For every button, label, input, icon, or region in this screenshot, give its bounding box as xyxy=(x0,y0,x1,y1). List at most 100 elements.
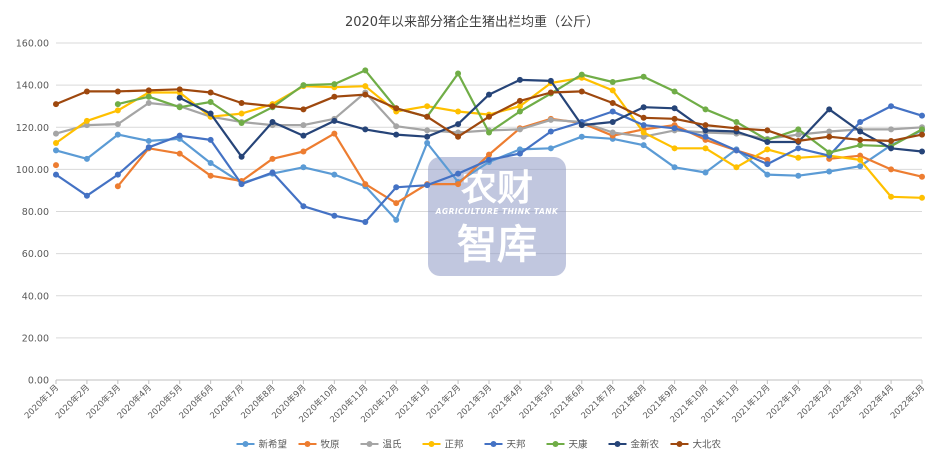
watermark-bottom-text: 智库 xyxy=(457,222,537,268)
legend-swatch-marker xyxy=(366,441,373,447)
data-point xyxy=(331,81,338,88)
data-point xyxy=(145,144,152,151)
data-point xyxy=(826,128,833,135)
data-point xyxy=(424,133,431,140)
data-point xyxy=(53,147,59,154)
data-point xyxy=(702,106,709,113)
data-point xyxy=(547,77,554,84)
data-point xyxy=(702,122,709,129)
legend-swatch-marker xyxy=(490,441,497,447)
data-point xyxy=(362,126,369,133)
data-point xyxy=(424,103,431,110)
data-point xyxy=(176,104,183,111)
data-point xyxy=(83,122,90,129)
data-point xyxy=(424,140,431,147)
data-point xyxy=(362,91,369,98)
data-point xyxy=(733,125,740,132)
data-point xyxy=(486,113,492,120)
data-point xyxy=(671,164,678,171)
data-point xyxy=(145,93,152,100)
data-point xyxy=(300,148,307,155)
data-point xyxy=(826,168,833,175)
data-point xyxy=(640,104,647,111)
data-point xyxy=(640,122,647,129)
series-7 xyxy=(53,86,925,144)
data-point xyxy=(114,107,121,114)
data-point xyxy=(857,152,864,159)
legend-swatch-marker xyxy=(428,441,435,447)
data-point xyxy=(238,110,245,117)
data-point xyxy=(455,108,462,115)
data-point xyxy=(919,148,925,155)
legend: 新希望 牧原 温氏 正邦 天邦 天康 金新农 大北农 xyxy=(236,439,722,451)
legend-label: 温氏 xyxy=(383,440,403,451)
data-point xyxy=(609,118,616,125)
data-point xyxy=(516,103,523,110)
legend-item: 大北农 xyxy=(670,439,722,451)
data-point xyxy=(795,145,802,152)
data-point xyxy=(671,115,678,122)
data-point xyxy=(114,88,121,95)
data-point xyxy=(362,83,369,90)
data-point xyxy=(424,182,431,189)
data-point xyxy=(857,136,864,143)
data-point xyxy=(702,145,709,152)
series-line xyxy=(829,154,923,178)
data-point xyxy=(764,156,771,163)
x-axis-ticks: 2020年1月2020年2月2020年3月2020年4月2020年5月2020年… xyxy=(22,380,927,425)
y-tick-label: 60.00 xyxy=(22,249,49,260)
data-point xyxy=(733,164,740,171)
data-point xyxy=(609,108,616,115)
data-point xyxy=(486,151,492,158)
data-point xyxy=(547,145,554,152)
data-point xyxy=(795,154,802,161)
data-point xyxy=(176,94,183,101)
data-point xyxy=(114,121,121,128)
data-point xyxy=(83,155,90,162)
data-point xyxy=(888,145,895,152)
data-point xyxy=(238,100,245,107)
y-tick-label: 80.00 xyxy=(22,207,49,218)
legend-swatch-marker xyxy=(242,441,249,447)
data-point xyxy=(176,150,183,157)
watermark-top-text: 农财 xyxy=(461,168,533,209)
data-point xyxy=(919,194,925,201)
data-point xyxy=(702,127,709,134)
series-layer xyxy=(53,67,925,226)
data-point xyxy=(795,137,802,144)
data-point xyxy=(795,172,802,179)
data-point xyxy=(362,67,369,74)
data-point xyxy=(300,106,307,113)
legend-label: 天邦 xyxy=(507,439,527,451)
data-point xyxy=(362,181,369,188)
data-point xyxy=(516,126,523,133)
legend-item: 正邦 xyxy=(422,439,464,451)
data-point xyxy=(857,163,864,170)
data-point xyxy=(516,146,523,153)
data-point xyxy=(578,88,585,95)
data-point xyxy=(609,87,616,94)
data-point xyxy=(269,169,276,176)
data-point xyxy=(114,171,121,178)
data-point xyxy=(826,133,833,140)
data-point xyxy=(331,212,338,219)
data-point xyxy=(207,110,214,117)
data-point xyxy=(331,93,338,100)
watermark-middle-text: AGRICULTURE THINK TANK xyxy=(435,207,559,216)
data-point xyxy=(145,137,152,144)
data-point xyxy=(207,89,214,96)
data-point xyxy=(702,133,709,140)
data-point xyxy=(145,100,152,107)
data-point xyxy=(331,117,338,124)
data-point xyxy=(640,129,647,136)
data-point xyxy=(609,129,616,136)
data-point xyxy=(733,118,740,125)
data-point xyxy=(919,126,925,133)
data-point xyxy=(393,184,400,191)
data-point xyxy=(764,146,771,153)
y-axis-ticks: 0.00 20.00 40.00 60.00 80.00 100.00 120.00 140.… xyxy=(16,39,49,387)
legend-label: 天康 xyxy=(569,439,589,451)
watermark-background xyxy=(428,157,566,276)
data-point xyxy=(424,113,431,120)
